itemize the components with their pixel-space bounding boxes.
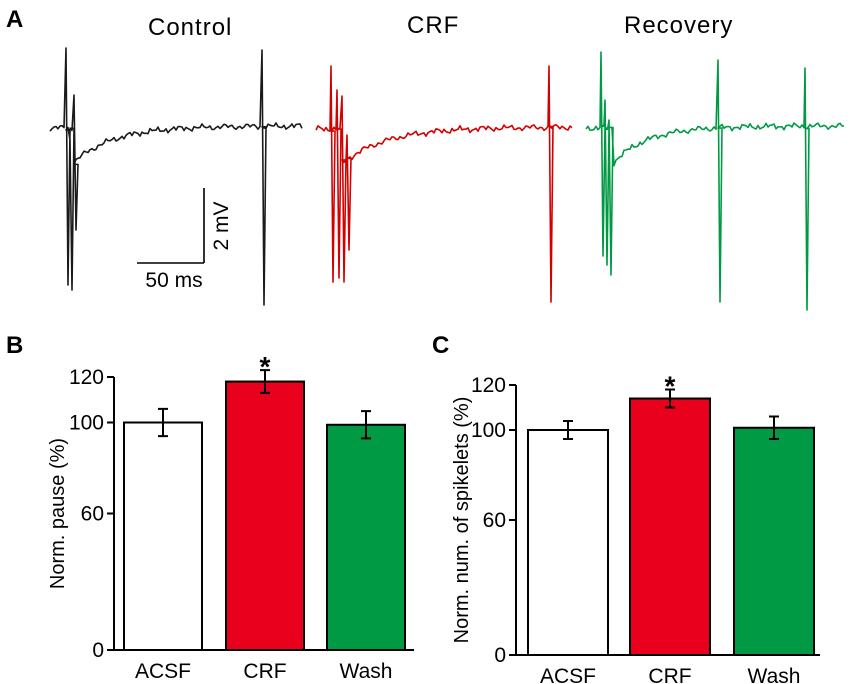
significance-marker: * bbox=[260, 351, 271, 382]
y-tick-label: 120 bbox=[69, 366, 104, 389]
y-tick-label: 100 bbox=[69, 412, 104, 435]
error-bar-crf bbox=[665, 388, 675, 409]
scale-bar-voltage-label: 2 mV bbox=[210, 201, 233, 250]
y-tick-label: 60 bbox=[483, 509, 506, 532]
error-bar-wash bbox=[361, 410, 371, 440]
panel-a-letter: A bbox=[6, 6, 24, 33]
trace-title-crf: CRF bbox=[407, 12, 460, 39]
x-tick-label-wash: Wash bbox=[748, 665, 801, 684]
panel-b-letter: B bbox=[6, 332, 24, 359]
bar-wash bbox=[326, 423, 406, 652]
scale-bar-lines bbox=[137, 188, 205, 264]
significance-marker: * bbox=[665, 371, 676, 402]
trace-crf bbox=[315, 65, 573, 303]
error-bar-acsf bbox=[158, 407, 168, 438]
chart-b: * 0 60 100 120 ACSF CRF Wash Norm. pause (%) bbox=[47, 351, 414, 683]
traces-panel: 2 mV 50 ms bbox=[49, 47, 845, 311]
panel-c-letter: C bbox=[432, 332, 450, 359]
y-tick-label: 0 bbox=[92, 639, 104, 662]
x-tick-label-acsf: ACSF bbox=[540, 665, 596, 684]
trace-title-control: Control bbox=[148, 14, 233, 41]
y-tick-label: 0 bbox=[494, 644, 506, 667]
scale-bar: 2 mV 50 ms bbox=[137, 188, 233, 292]
scale-bar-time-label: 50 ms bbox=[145, 269, 202, 292]
trace-recovery bbox=[585, 51, 845, 311]
bar-acsf bbox=[527, 429, 609, 656]
x-tick-label-acsf: ACSF bbox=[135, 660, 191, 683]
error-bar-wash bbox=[769, 415, 779, 440]
bar-acsf bbox=[123, 421, 203, 651]
y-axis-label: Norm. pause (%) bbox=[47, 438, 69, 589]
chart-c: * 0 60 100 120 ACSF CRF Wash Norm. num. of sp… bbox=[451, 371, 820, 684]
trace-control bbox=[49, 47, 303, 306]
y-tick-label: 60 bbox=[81, 503, 104, 526]
trace-title-recovery: Recovery bbox=[624, 12, 734, 39]
x-tick-label-crf: CRF bbox=[243, 660, 286, 683]
y-tick-label: 100 bbox=[471, 419, 506, 442]
error-bar-acsf bbox=[563, 420, 573, 440]
bar-crf bbox=[225, 380, 305, 652]
y-axis-label: Norm. num. of spikelets (%) bbox=[451, 397, 473, 644]
y-tick-label: 120 bbox=[471, 374, 506, 397]
error-bar-crf bbox=[260, 369, 270, 394]
x-tick-label-wash: Wash bbox=[340, 660, 393, 683]
x-tick-label-crf: CRF bbox=[648, 665, 691, 684]
bar-wash bbox=[733, 426, 815, 656]
bar-crf bbox=[629, 397, 711, 656]
